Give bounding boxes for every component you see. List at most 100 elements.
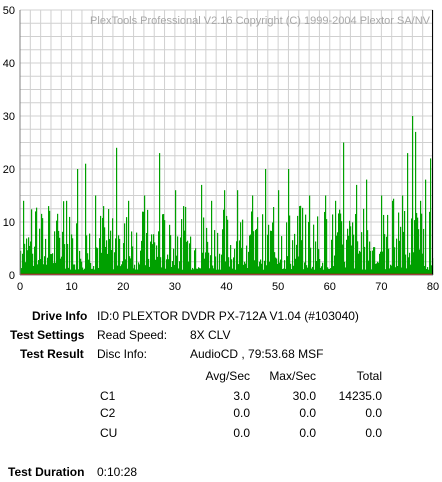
c1-bar	[315, 241, 317, 275]
c1-bar	[22, 253, 24, 275]
x-tick-label: 60	[324, 281, 336, 293]
c1-bar	[393, 198, 395, 275]
c1-bar	[323, 269, 325, 275]
c1-bar	[123, 243, 125, 275]
row-total: 0.0	[365, 406, 382, 420]
c1-bar	[337, 232, 339, 275]
c1-bar	[96, 247, 98, 275]
c1-bar	[369, 241, 371, 275]
c1-bar	[415, 131, 417, 275]
c1-bar	[422, 253, 424, 275]
c1-bar	[86, 235, 88, 275]
c1-bar	[173, 248, 175, 275]
c1-bar	[276, 258, 278, 275]
c1-bar	[85, 163, 87, 275]
y-tick-label: 50	[3, 5, 15, 17]
c1-bar	[317, 216, 319, 275]
c1-bar	[204, 258, 206, 275]
c1-bar	[226, 215, 228, 275]
c1-bar	[288, 169, 290, 275]
c1-bar	[164, 220, 166, 275]
c1-bar	[95, 195, 97, 275]
c1-bar	[196, 268, 198, 275]
c1-bar	[152, 244, 154, 275]
c1-bar	[247, 267, 249, 275]
c1-bar	[21, 268, 23, 275]
c1-bar	[35, 211, 37, 275]
c1-bar	[121, 264, 123, 275]
c1-bar	[290, 263, 292, 275]
c1-bar	[125, 259, 127, 275]
c1-bar	[220, 269, 222, 275]
c1-bar	[210, 255, 212, 275]
c1-bar	[104, 227, 106, 275]
c1-bar	[78, 269, 80, 275]
c1-bar	[374, 247, 376, 275]
c1-bar	[105, 247, 107, 275]
c1-bar	[194, 250, 196, 275]
c1-bar	[249, 235, 251, 275]
c1-bar	[141, 240, 143, 275]
drive-info-label: Drive Info	[32, 309, 88, 323]
c1-bar	[132, 246, 134, 275]
c1-bar	[45, 238, 47, 275]
c1-bar	[313, 224, 315, 275]
c1-bar	[138, 262, 140, 275]
c1-bar	[50, 254, 52, 275]
c1-bar	[79, 250, 81, 275]
row-name: CU	[100, 426, 118, 440]
c1-bar	[364, 246, 366, 275]
c1-bar	[338, 213, 340, 275]
c1-bar	[322, 262, 324, 275]
c1-bar	[331, 239, 333, 275]
c1-bar	[303, 269, 305, 275]
c1-bar	[275, 257, 277, 275]
c1-bar	[358, 253, 360, 275]
read-speed-label: Read Speed:	[97, 328, 168, 342]
c1-bar	[23, 200, 25, 275]
c1-bar	[347, 228, 349, 275]
c1-bar	[388, 248, 390, 275]
c1-bar	[76, 223, 78, 275]
c1-bar	[92, 268, 94, 275]
c1-bar	[346, 239, 348, 275]
c1-bar	[237, 190, 239, 275]
c1-bar	[292, 240, 294, 275]
c1-bar	[291, 269, 293, 275]
c1-bar	[205, 252, 207, 275]
c1-bar	[421, 213, 423, 275]
c1-bar	[149, 266, 151, 275]
c1-bar	[169, 224, 171, 275]
c1-bar	[206, 227, 208, 275]
c1-bar	[67, 243, 69, 275]
c1-bar	[274, 252, 276, 275]
c1-bar	[366, 179, 368, 275]
c1-bar	[312, 266, 314, 275]
c1-bar	[75, 269, 77, 275]
c1-bar	[113, 269, 115, 275]
c1-bar	[57, 213, 59, 275]
c1-bar	[201, 184, 203, 275]
c1-bar	[140, 250, 142, 275]
c1-bar	[68, 267, 70, 275]
c1-bar	[365, 269, 367, 275]
c1-bar	[211, 200, 213, 275]
y-tick-label: 40	[3, 58, 15, 70]
c1-bar	[397, 266, 399, 275]
c1-bar	[336, 235, 338, 275]
c1-bar	[269, 261, 271, 275]
c1-bar	[73, 264, 75, 275]
c1-bar	[126, 217, 128, 275]
c1-bar	[293, 265, 295, 275]
c1-bar	[324, 211, 326, 275]
c1-bar	[120, 266, 122, 275]
c1-bar	[345, 267, 347, 275]
c1-bar	[167, 254, 169, 275]
c1-bar	[162, 214, 164, 275]
c1-bar	[246, 245, 248, 275]
c1-bar	[400, 226, 402, 275]
c1-bar	[135, 269, 137, 275]
c1-bar	[66, 200, 68, 275]
c1-bar	[129, 256, 131, 275]
c1-bar	[234, 248, 236, 275]
